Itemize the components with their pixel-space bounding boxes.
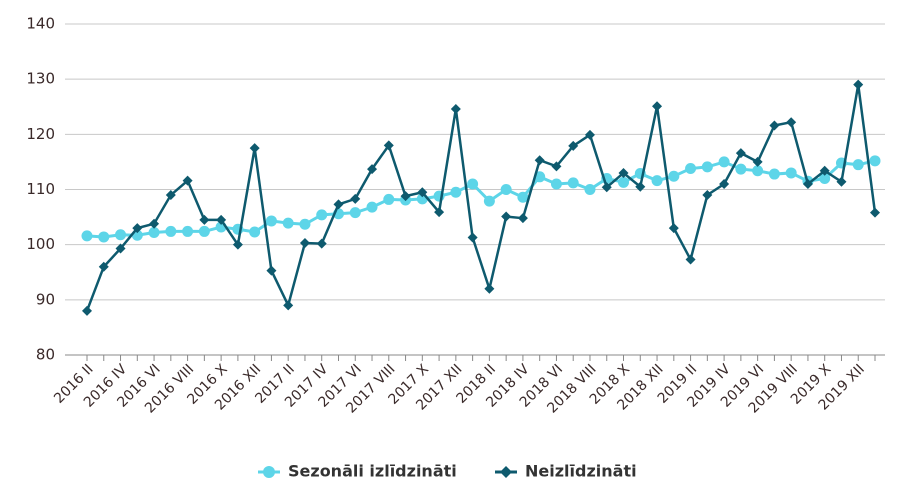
- point: [349, 207, 361, 219]
- point: [635, 181, 646, 192]
- point: [718, 156, 730, 168]
- point: [182, 225, 194, 237]
- legend-label: Sezonāli izlīdzināti: [288, 462, 457, 481]
- y-tick-label: 120: [26, 125, 55, 143]
- point: [601, 182, 612, 193]
- y-tick-label: 140: [26, 15, 55, 33]
- point: [668, 223, 679, 234]
- point: [467, 232, 478, 243]
- point: [852, 159, 864, 171]
- point: [534, 155, 545, 166]
- point: [266, 265, 277, 276]
- point: [484, 283, 495, 294]
- point: [853, 79, 864, 90]
- point: [483, 195, 495, 207]
- point: [701, 161, 713, 173]
- point: [232, 239, 243, 250]
- point: [383, 193, 395, 205]
- point: [350, 193, 361, 204]
- point: [149, 218, 160, 229]
- point: [735, 163, 747, 175]
- point: [115, 243, 126, 254]
- point: [450, 186, 462, 198]
- point: [367, 164, 378, 175]
- point: [651, 175, 663, 187]
- point: [517, 213, 528, 224]
- point: [685, 163, 697, 175]
- point: [568, 140, 579, 151]
- point: [802, 178, 813, 189]
- point: [819, 172, 831, 184]
- point: [165, 225, 177, 237]
- series-line: [85, 84, 877, 312]
- point: [249, 143, 260, 154]
- point: [98, 261, 109, 272]
- point: [685, 254, 696, 265]
- point: [584, 129, 595, 140]
- point: [786, 117, 797, 128]
- point: [199, 214, 210, 225]
- point: [735, 148, 746, 159]
- point: [668, 170, 680, 182]
- point: [618, 176, 630, 188]
- point: [752, 165, 764, 177]
- point: [551, 161, 562, 172]
- point: [249, 226, 261, 238]
- point: [283, 300, 294, 311]
- point: [567, 177, 579, 189]
- point: [98, 231, 110, 243]
- point: [299, 238, 310, 249]
- point: [836, 176, 847, 187]
- point: [785, 167, 797, 179]
- point: [501, 211, 512, 222]
- point: [870, 207, 880, 218]
- point: [316, 209, 328, 221]
- point: [719, 178, 730, 189]
- point: [400, 191, 411, 202]
- legend-marker: [263, 466, 275, 478]
- legend-marker: [500, 466, 512, 478]
- point: [383, 140, 394, 151]
- y-tick-label: 80: [36, 346, 55, 364]
- point: [366, 201, 378, 213]
- point: [768, 168, 780, 180]
- point: [467, 178, 479, 190]
- point: [148, 227, 160, 239]
- point: [417, 187, 428, 198]
- point: [702, 190, 713, 201]
- point: [769, 120, 780, 131]
- point: [434, 207, 445, 218]
- point: [132, 223, 143, 234]
- point: [869, 155, 881, 167]
- point: [652, 101, 663, 112]
- y-tick-label: 110: [26, 180, 55, 198]
- point: [517, 191, 529, 203]
- point: [81, 230, 93, 242]
- point: [333, 199, 344, 210]
- point: [282, 217, 294, 229]
- legend-label: Neizlīdzināti: [525, 462, 637, 481]
- point: [500, 184, 512, 195]
- y-tick-label: 130: [26, 70, 55, 88]
- point: [265, 215, 277, 227]
- point: [198, 225, 210, 237]
- y-tick-label: 90: [36, 290, 55, 308]
- point: [752, 156, 763, 167]
- point: [819, 165, 830, 176]
- y-tick-label: 100: [26, 235, 55, 253]
- point: [165, 190, 176, 201]
- point: [618, 167, 629, 178]
- point: [216, 214, 227, 225]
- point: [299, 218, 311, 230]
- point: [584, 184, 596, 195]
- point: [82, 305, 92, 316]
- point: [115, 229, 127, 241]
- point: [450, 103, 461, 114]
- point: [550, 178, 562, 190]
- point: [182, 175, 193, 186]
- point: [316, 238, 327, 249]
